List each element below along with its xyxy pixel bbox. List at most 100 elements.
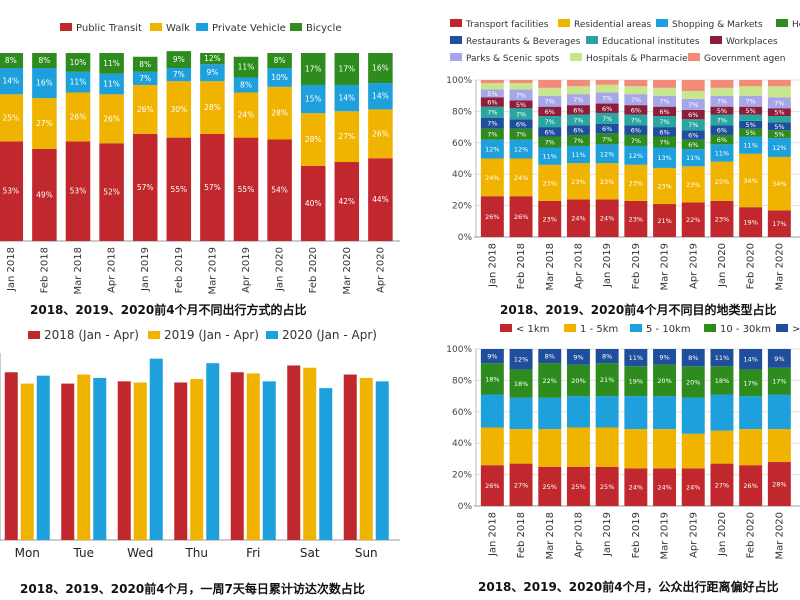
data-label-10-30km: 18% bbox=[715, 377, 729, 385]
bar-segment-public-transit bbox=[32, 148, 57, 241]
bar-segment-hospitals-pharmacies bbox=[480, 83, 504, 90]
data-label-walk: 24% bbox=[238, 111, 255, 120]
bar-segment-private-vehicle bbox=[368, 83, 393, 110]
data-label-workplaces: 5% bbox=[717, 107, 727, 115]
bar-segment-10-30km bbox=[739, 369, 763, 397]
chart-title-weekday-visits: 2018、2019、2020前4个月，一周7天每日累计访达次数占比 bbox=[20, 582, 365, 596]
legend-swatch-government-agen bbox=[688, 53, 700, 61]
data-label-walk: 30% bbox=[170, 105, 187, 114]
x-tick-label: Jan 2018 bbox=[6, 247, 17, 292]
x-tick-label: Mar 2019 bbox=[207, 247, 218, 295]
data-label-residential-areas: 34% bbox=[743, 177, 757, 185]
bar-segment-workplaces bbox=[739, 106, 763, 115]
x-tick-label: Apr 2018 bbox=[107, 247, 118, 293]
data-label-workplaces: 6% bbox=[487, 98, 497, 106]
x-tick-label: Feb 2019 bbox=[174, 247, 185, 293]
bar-segment-parks-scenic-spots bbox=[710, 95, 734, 107]
bar-segment-hospitals-pharmacies bbox=[595, 133, 619, 145]
data-label-educational-institutes: 7% bbox=[659, 118, 669, 126]
bar-segment-bicycle bbox=[233, 56, 259, 78]
data-label-30km: 9% bbox=[774, 355, 784, 363]
x-tick-label: Feb 2020 bbox=[746, 243, 757, 289]
x-tick-label: Feb 2020 bbox=[308, 247, 319, 293]
x-tick-label: Feb 2018 bbox=[39, 247, 50, 293]
y-tick-label: 80% bbox=[452, 107, 472, 117]
legend-label-5-10km: 5 - 10km bbox=[646, 324, 691, 335]
bar-segment-educational-institutes bbox=[595, 112, 619, 124]
data-label-workplaces: 5% bbox=[516, 101, 526, 109]
y-tick-label: 0% bbox=[458, 233, 473, 243]
data-label-residential-areas: 23% bbox=[657, 182, 671, 190]
bar-segment-bicycle bbox=[334, 53, 360, 85]
data-label-10-30km: 20% bbox=[686, 378, 700, 386]
bar-segment-public-transit bbox=[300, 165, 326, 241]
data-label-public-transit: 52% bbox=[103, 188, 120, 197]
bar-segment-bicycle bbox=[99, 53, 124, 74]
legend-label-parks-scenic-spots: Parks & Scenic spots bbox=[466, 54, 560, 64]
bar-segment-10-30km bbox=[767, 367, 791, 395]
x-tick-label: Mon bbox=[15, 546, 40, 560]
bar-segment-transport-facilities bbox=[480, 196, 504, 237]
data-label-restaurants-beverages: 5% bbox=[745, 121, 755, 129]
bar-segment-private-vehicle bbox=[300, 84, 326, 114]
y-tick-label: 100% bbox=[446, 345, 472, 355]
bar-segment-hospitals-pharmacies bbox=[767, 86, 791, 98]
bar-2020-jan-apr bbox=[149, 358, 163, 540]
x-tick-label: Mar 2019 bbox=[660, 512, 671, 560]
data-label-private-vehicle: 8% bbox=[240, 80, 252, 89]
data-label-walk: 27% bbox=[338, 132, 355, 141]
bar-2019-jan-apr bbox=[303, 367, 317, 540]
x-tick-label: Wed bbox=[127, 546, 153, 560]
bar-segment-5-10km bbox=[480, 394, 504, 428]
y-tick-label: 20% bbox=[452, 471, 472, 481]
bar-segment-walk bbox=[166, 81, 192, 138]
bar-segment-public-transit bbox=[368, 158, 393, 241]
bar-segment-shopping-markets bbox=[653, 147, 677, 168]
bar-segment-bicycle bbox=[65, 53, 91, 72]
data-label-workplaces: 6% bbox=[602, 105, 612, 113]
bar-2019-jan-apr bbox=[246, 373, 260, 540]
bar-2018-jan-apr bbox=[117, 381, 131, 540]
legend-swatch-5-10km bbox=[630, 324, 642, 332]
data-label-restaurants-beverages: 6% bbox=[659, 128, 669, 136]
bar-segment-hospitals-pharmacies bbox=[624, 134, 648, 146]
data-label-restaurants-beverages: 5% bbox=[774, 123, 784, 131]
data-label-1km: 26% bbox=[485, 482, 499, 490]
bar-segment-1-5km bbox=[681, 433, 705, 469]
x-tick-label: Mar 2018 bbox=[73, 247, 84, 295]
data-label-walk: 25% bbox=[2, 113, 19, 122]
bar-segment-educational-institutes bbox=[480, 106, 504, 118]
bar-2020-jan-apr bbox=[93, 377, 107, 540]
data-label-parks-scenic-spots: 7% bbox=[545, 98, 555, 106]
data-label-30km: 9% bbox=[487, 353, 497, 361]
bar-segment-transport-facilities bbox=[538, 200, 562, 237]
data-label-public-transit: 55% bbox=[170, 185, 187, 194]
bar-segment-private-vehicle bbox=[0, 68, 24, 95]
data-label-bicycle: 8% bbox=[5, 56, 17, 65]
bar-segment-transport-facilities bbox=[767, 210, 791, 237]
bar-2020-jan-apr bbox=[206, 363, 220, 540]
bar-segment-5-10km bbox=[653, 396, 677, 430]
legend-label-public-transit: Public Transit bbox=[76, 23, 142, 34]
bar-segment-government-agen bbox=[480, 80, 504, 84]
bar-segment-educational-institutes bbox=[538, 116, 562, 128]
bar-segment-hospitals-pharmacies bbox=[566, 134, 590, 146]
legend-swatch-2018-jan-apr bbox=[28, 331, 40, 339]
bar-segment-shopping-markets bbox=[538, 147, 562, 165]
x-tick-label: Apr 2019 bbox=[688, 512, 699, 558]
x-tick-label: Tue bbox=[73, 546, 95, 560]
bar-segment-hospitals-pharmacies bbox=[595, 84, 619, 93]
bar-segment-private-vehicle bbox=[166, 68, 192, 82]
bar-segment-30km bbox=[566, 349, 590, 365]
x-tick-label: Jan 2020 bbox=[275, 247, 286, 292]
travel-distance-chart-svg: < 1km 1 - 5km 5 - 10km 10 - 30km > 30km 0% 20%… bbox=[446, 324, 800, 560]
bar-segment-private-vehicle bbox=[200, 64, 225, 82]
legend-swatch-2020-jan-apr bbox=[266, 331, 278, 339]
data-label-workplaces: 6% bbox=[573, 106, 583, 114]
data-label-residential-areas: 23% bbox=[571, 178, 585, 186]
data-label-bicycle: 9% bbox=[173, 55, 185, 64]
bar-segment-walk bbox=[334, 111, 360, 163]
data-label-hospitals-pharmacies: 5% bbox=[745, 129, 755, 137]
data-label-hospitals-pharmacies: 7% bbox=[545, 139, 555, 147]
y-tick-label: 40% bbox=[452, 170, 472, 180]
